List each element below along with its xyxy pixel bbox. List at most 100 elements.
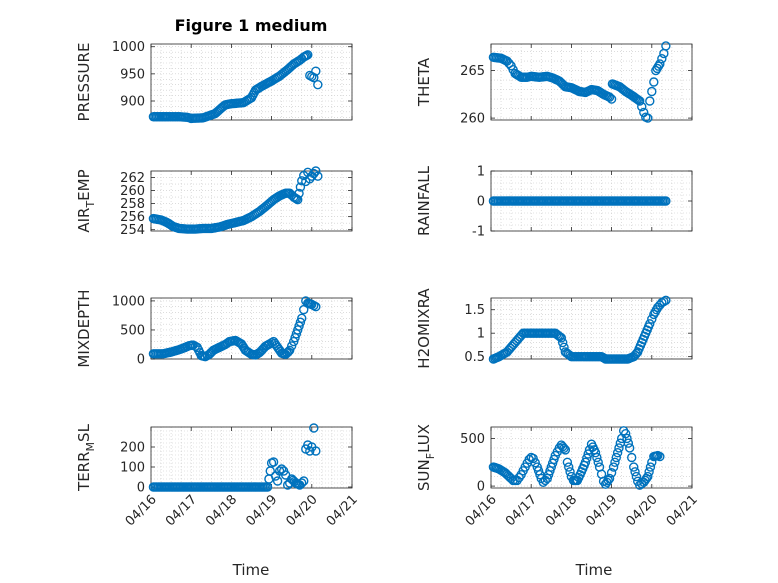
data-point bbox=[287, 341, 297, 351]
data-point bbox=[631, 348, 642, 359]
data-point bbox=[653, 61, 664, 71]
y-axis-label: THETA bbox=[415, 57, 433, 107]
data-point bbox=[635, 96, 645, 106]
data-point bbox=[311, 166, 321, 176]
data-point bbox=[555, 332, 565, 342]
y-tick-label: 1000 bbox=[112, 40, 145, 55]
y-tick-label: 1 bbox=[477, 327, 485, 342]
y-axis-label: SUNFLUX bbox=[415, 424, 437, 491]
data-point bbox=[303, 50, 313, 60]
data-point bbox=[309, 72, 319, 83]
data-point bbox=[530, 458, 540, 468]
y-tick-label: 100 bbox=[120, 461, 145, 476]
data-point bbox=[657, 54, 667, 64]
data-point bbox=[313, 171, 323, 181]
data-point bbox=[268, 457, 279, 467]
y-tick-label: -1 bbox=[472, 225, 485, 240]
y-tick-label: 500 bbox=[120, 323, 145, 338]
data-point bbox=[661, 295, 671, 306]
data-point bbox=[293, 194, 303, 205]
axes-box bbox=[490, 426, 693, 489]
data-point bbox=[564, 462, 574, 472]
data-point bbox=[610, 457, 620, 467]
data-point bbox=[582, 453, 592, 463]
data-point bbox=[645, 462, 656, 472]
subplot-rainfall: -1 0 1 RAINFALL bbox=[415, 165, 693, 240]
subplot-theta: 260 265 THETA bbox=[415, 41, 693, 127]
data-point bbox=[604, 92, 615, 102]
axes-box bbox=[150, 170, 353, 232]
y-axis-label: PRESSURE bbox=[75, 43, 93, 122]
y-tick-label: 900 bbox=[120, 95, 145, 110]
data-point bbox=[661, 41, 671, 51]
data-point bbox=[645, 96, 655, 106]
data-point bbox=[629, 462, 639, 472]
data-point bbox=[557, 337, 568, 348]
y-tick-label: 500 bbox=[460, 432, 485, 447]
data-point bbox=[655, 59, 665, 69]
data-point bbox=[606, 468, 617, 478]
data-point bbox=[647, 86, 657, 97]
data-point bbox=[622, 433, 632, 444]
y-tick-label: 256 bbox=[120, 210, 145, 225]
y-axis-label: MIXDEPTH bbox=[75, 289, 93, 367]
y-tick-label: 258 bbox=[120, 197, 145, 212]
data-point bbox=[284, 345, 295, 355]
data-point bbox=[503, 470, 513, 481]
data-point bbox=[311, 66, 321, 76]
data-point bbox=[528, 453, 538, 464]
data-point bbox=[632, 94, 642, 104]
data-point bbox=[313, 80, 323, 90]
data-point bbox=[637, 101, 647, 112]
data-point bbox=[297, 313, 307, 324]
y-axis-label: AIRTEMP bbox=[75, 169, 97, 232]
data-point bbox=[311, 302, 321, 312]
data-point bbox=[580, 457, 591, 467]
subplot-mixdepth: 0 500 1000 MIXDEPTH bbox=[75, 289, 353, 368]
data-point bbox=[644, 467, 654, 477]
data-point bbox=[563, 349, 574, 360]
data-point bbox=[590, 448, 601, 458]
figure-title: Figure 1 medium bbox=[175, 16, 328, 35]
y-tick-label: 1000 bbox=[112, 294, 145, 309]
y-tick-label: 0 bbox=[477, 480, 485, 495]
data-point bbox=[620, 428, 631, 439]
y-tick-label: 265 bbox=[460, 64, 485, 79]
data-point bbox=[553, 330, 564, 341]
data-point bbox=[562, 457, 573, 467]
data-point bbox=[630, 467, 640, 477]
y-tick-label: 950 bbox=[120, 67, 145, 82]
data-point bbox=[627, 452, 637, 463]
data-point bbox=[311, 446, 321, 456]
y-tick-label: 0 bbox=[137, 353, 145, 368]
data-point bbox=[604, 473, 615, 484]
data-point bbox=[649, 77, 659, 87]
y-tick-label: 1 bbox=[477, 165, 485, 180]
data-point bbox=[559, 342, 569, 352]
y-axis-label: H2OMIXRA bbox=[415, 288, 433, 369]
data-point bbox=[593, 457, 603, 467]
y-tick-label: 0 bbox=[477, 195, 485, 210]
data-point bbox=[603, 475, 613, 486]
data-point bbox=[611, 452, 621, 463]
data-point bbox=[565, 467, 575, 477]
data-point bbox=[556, 333, 567, 343]
data-point bbox=[309, 423, 319, 433]
data-point bbox=[560, 445, 571, 455]
data-point bbox=[645, 319, 655, 329]
x-axis-label-left: Time bbox=[232, 561, 270, 579]
axes-box bbox=[490, 43, 693, 121]
subplot-h2omixra: 0.5 1 1.5 H2OMIXRA bbox=[415, 288, 693, 369]
data-point bbox=[614, 443, 624, 453]
data-point bbox=[295, 182, 306, 192]
data-point bbox=[272, 476, 283, 486]
y-axis-label: TERRMSL bbox=[75, 423, 97, 492]
data-point bbox=[282, 348, 292, 358]
data-point bbox=[592, 452, 602, 463]
data-point bbox=[299, 476, 309, 486]
y-tick-label: 0 bbox=[137, 481, 145, 496]
subplot-pressure: 900 950 1000 PRESSURE bbox=[75, 40, 353, 124]
data-point bbox=[643, 113, 653, 123]
